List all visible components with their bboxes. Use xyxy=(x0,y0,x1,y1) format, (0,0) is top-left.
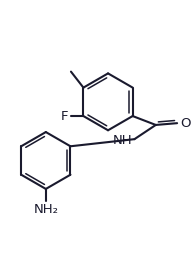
Text: NH: NH xyxy=(113,134,133,146)
Text: NH₂: NH₂ xyxy=(33,203,58,216)
Text: O: O xyxy=(180,117,191,130)
Text: F: F xyxy=(61,109,68,123)
